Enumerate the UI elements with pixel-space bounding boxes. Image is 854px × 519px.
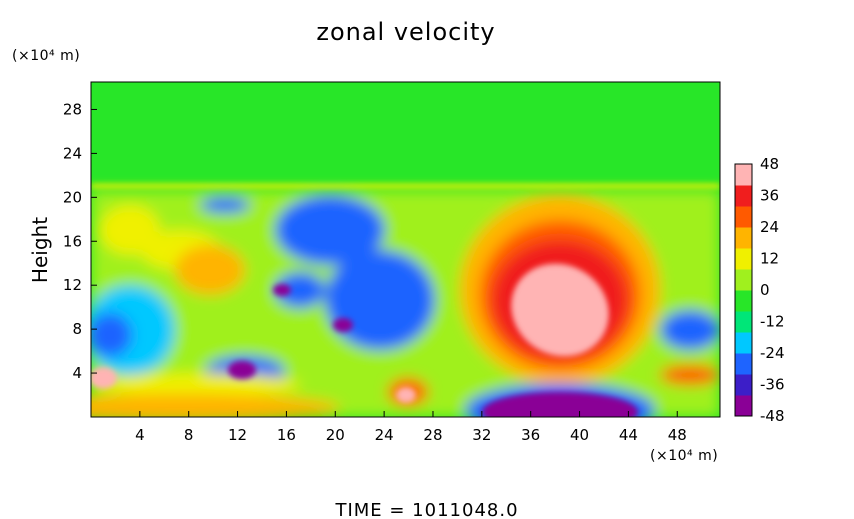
y-axis-label: Height bbox=[28, 217, 52, 283]
x-tick-label: 24 bbox=[375, 426, 394, 444]
colorbar-tick-label: -36 bbox=[760, 376, 785, 394]
y-unit-label: (×10⁴ m) bbox=[12, 48, 80, 64]
colorbar-tick-label: 0 bbox=[760, 281, 770, 299]
y-tick-label: 28 bbox=[63, 100, 82, 118]
x-tick-label: 36 bbox=[521, 426, 540, 444]
colorbar-frame bbox=[734, 163, 753, 417]
colorbar-tick-label: -48 bbox=[760, 407, 785, 425]
x-tick-label: 12 bbox=[228, 426, 247, 444]
colorbar-tick-label: 24 bbox=[760, 218, 779, 236]
y-tick-label: 4 bbox=[72, 364, 82, 382]
x-tick-label: 40 bbox=[570, 426, 589, 444]
colorbar-segment bbox=[735, 290, 752, 312]
colorbar-segment bbox=[735, 353, 752, 375]
x-tick-label: 16 bbox=[277, 426, 296, 444]
x-axis: 4 8 12 16 20 24 28 32 36 40 44 48 bbox=[135, 411, 687, 444]
y-tick-label: 16 bbox=[63, 232, 82, 250]
x-tick-label: 20 bbox=[326, 426, 345, 444]
colorbar-segment bbox=[735, 269, 752, 291]
colorbar-segment bbox=[735, 185, 752, 207]
x-tick-label: 44 bbox=[619, 426, 638, 444]
colorbar-tick-label: 12 bbox=[760, 250, 779, 268]
colorbar-segment bbox=[735, 248, 752, 270]
time-footer: TIME = 1011048.0 bbox=[334, 500, 518, 519]
colorbar-tick-label: -24 bbox=[760, 344, 785, 362]
y-tick-label: 12 bbox=[63, 276, 82, 294]
colorbar: 48 36 24 12 0 -12 -24 -36 -48 bbox=[734, 155, 785, 425]
colorbar-segment bbox=[735, 311, 752, 333]
colorbar-segment bbox=[735, 374, 752, 396]
x-tick-label: 4 bbox=[135, 426, 145, 444]
colorbar-segment bbox=[735, 206, 752, 228]
y-tick-label: 8 bbox=[72, 320, 82, 338]
y-tick-label: 20 bbox=[63, 188, 82, 206]
y-tick-label: 24 bbox=[63, 144, 82, 162]
heatmap-field bbox=[91, 82, 720, 417]
colorbar-tick-label: -12 bbox=[760, 313, 785, 331]
colorbar-tick-label: 36 bbox=[760, 187, 779, 205]
colorbar-segment bbox=[735, 164, 752, 186]
x-tick-label: 48 bbox=[668, 426, 687, 444]
colorbar-segment bbox=[735, 395, 752, 417]
colorbar-tick-label: 48 bbox=[760, 155, 779, 173]
y-axis: 4 8 12 16 20 24 28 bbox=[63, 100, 97, 382]
colorbar-segment bbox=[735, 332, 752, 354]
chart-title: zonal velocity bbox=[316, 18, 495, 46]
x-tick-label: 32 bbox=[472, 426, 491, 444]
x-tick-label: 28 bbox=[423, 426, 442, 444]
x-unit-label: (×10⁴ m) bbox=[650, 448, 718, 464]
colorbar-segment bbox=[735, 227, 752, 249]
x-tick-label: 8 bbox=[184, 426, 194, 444]
